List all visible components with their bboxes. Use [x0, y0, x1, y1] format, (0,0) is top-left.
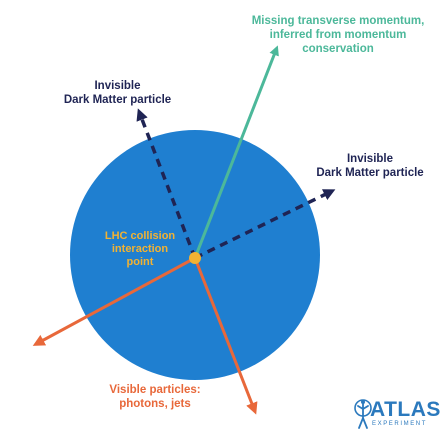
detector-line-2: transverse: [320, 325, 384, 339]
dark-matter-1-line-2: Dark Matter particle: [63, 94, 172, 106]
visible-line-1: Visible particles:: [109, 384, 201, 396]
dark-matter-2-line-2: Dark Matter particle: [316, 167, 424, 179]
visible-particle-arrow-down: [193, 257, 258, 415]
missing-momentum-label: Missing transverse momentum, inferred fr…: [238, 14, 438, 56]
collision-line-3: point: [126, 256, 154, 268]
dark-matter-1-line-1: Invisible: [94, 80, 141, 92]
visible-line-2: photons, jets: [119, 398, 191, 410]
detector-label: LHC detector transverse cross-section: [292, 310, 412, 355]
dark-matter-2-line-1: Invisible: [346, 153, 394, 165]
collision-line-1: LHC collision: [104, 230, 176, 242]
detector-line-1: LHC detector: [312, 310, 392, 324]
visible-particle-arrow-left: [32, 256, 196, 346]
detector-line-3: cross-section: [311, 340, 393, 354]
missing-momentum-line-3: conservation: [302, 43, 374, 55]
collision-line-2: interaction: [111, 243, 169, 255]
dark-matter-arrow-2: [194, 189, 336, 260]
atlas-wordmark: ATLAS: [370, 398, 441, 421]
visible-particles-label: Visible particles: photons, jets: [70, 383, 240, 411]
missing-momentum-arrow: [193, 45, 279, 259]
dark-matter-arrow-1: [136, 108, 197, 259]
dark-matter-label-1: Invisible Dark Matter particle: [40, 79, 195, 107]
collision-point-dot: [189, 252, 201, 264]
missing-momentum-line-1: Missing transverse momentum,: [251, 15, 425, 27]
atlas-figure-icon: [354, 399, 372, 429]
missing-momentum-line-2: inferred from momentum: [269, 29, 407, 41]
dark-matter-label-2: Invisible Dark Matter particle: [300, 152, 440, 180]
atlas-subtitle: EXPERIMENT: [372, 421, 428, 427]
collision-point-label: LHC collision interaction point: [96, 230, 184, 269]
atlas-logo: ATLAS EXPERIMENT: [352, 398, 440, 434]
